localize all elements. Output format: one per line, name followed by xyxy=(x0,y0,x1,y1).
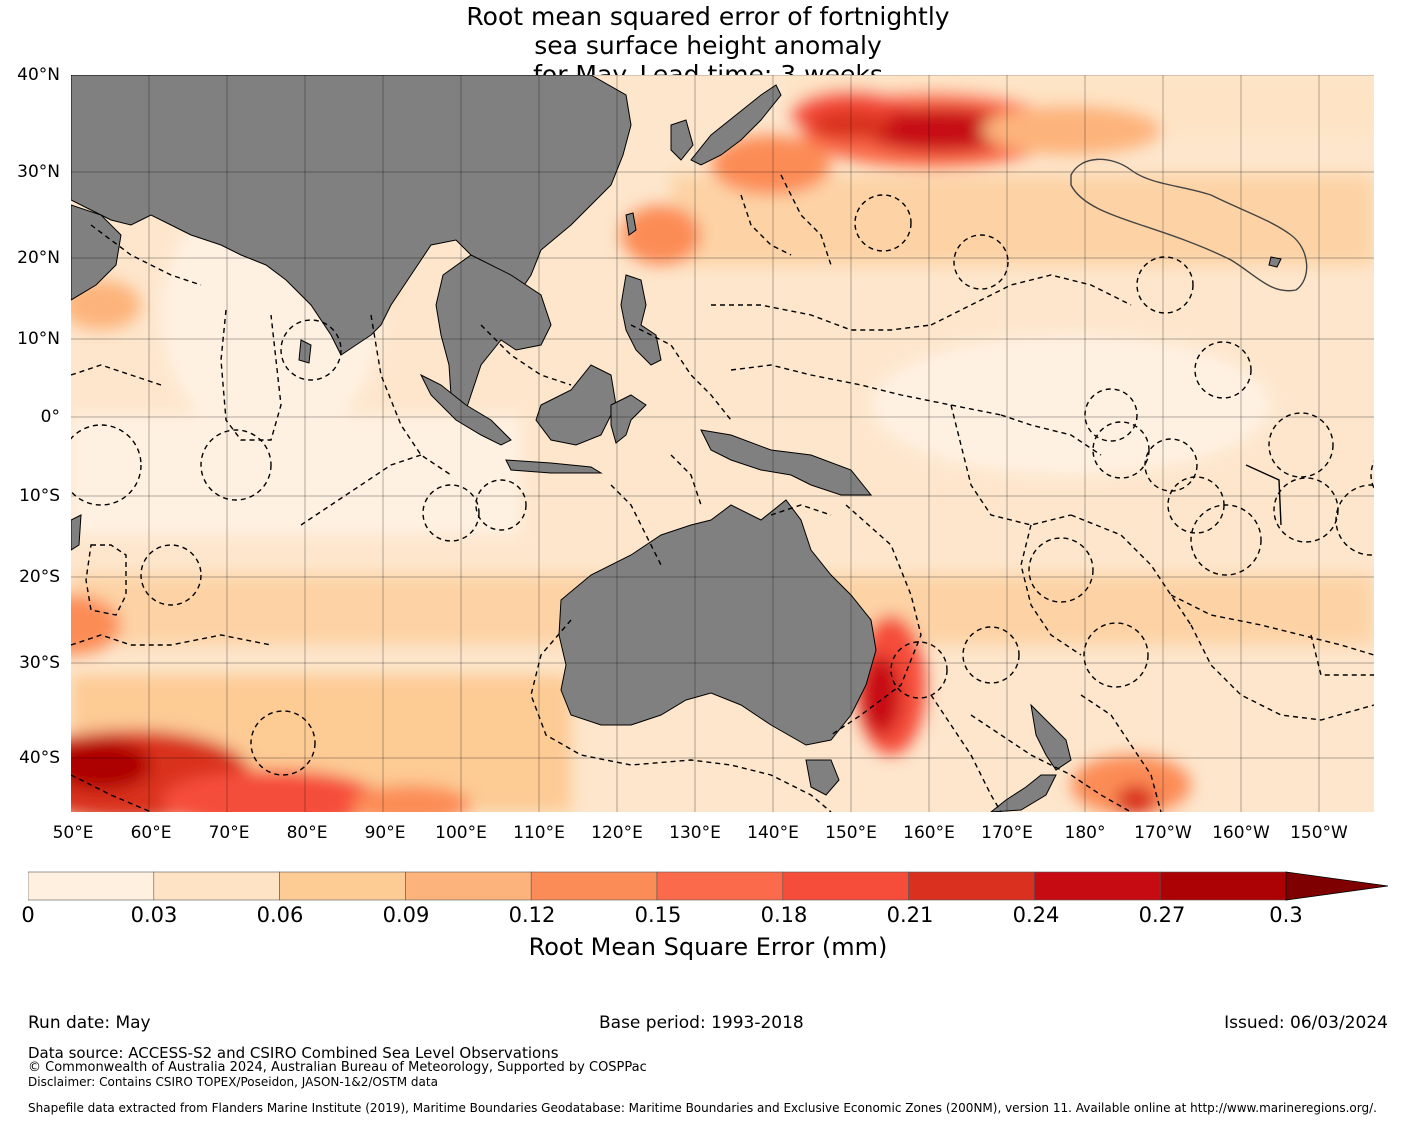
sulawesi xyxy=(610,394,647,444)
lon-label-170w: 170°W xyxy=(1134,823,1192,843)
lon-label-100e: 100°E xyxy=(435,823,487,843)
colorbar-swatch-8 xyxy=(1034,871,1161,901)
lon-label-80e: 80°E xyxy=(286,823,328,843)
philippines xyxy=(620,274,662,366)
run-date: Run date: May xyxy=(28,1013,151,1033)
colorbar-swatch-7 xyxy=(908,871,1035,901)
australia xyxy=(558,499,877,746)
rmse-map xyxy=(71,75,1374,812)
data-source: Data source: ACCESS-S2 and CSIRO Combine… xyxy=(28,1044,559,1062)
taiwan xyxy=(625,212,637,236)
colorbar-swatch-4 xyxy=(530,871,658,901)
japan xyxy=(690,84,782,166)
colorbar-swatch-0 xyxy=(28,871,155,901)
lat-label-40s: 40°S xyxy=(19,748,60,768)
colorbar-swatch-3 xyxy=(405,871,532,901)
colorbar-label: Root Mean Square Error (mm) xyxy=(528,933,888,961)
title-line-2: sea surface height anomaly xyxy=(534,31,882,60)
lon-label-130e: 130°E xyxy=(669,823,721,843)
sri-lanka xyxy=(298,339,312,364)
title-line-1: Root mean squared error of fortnightly xyxy=(466,2,950,31)
colorbar-swatch-5 xyxy=(656,871,784,901)
colorbar-tick-10: 0.3 xyxy=(1269,903,1303,927)
indochina xyxy=(435,254,552,411)
colorbar-tick-1: 0.03 xyxy=(130,903,178,927)
colorbar-swatch-6 xyxy=(782,871,909,901)
java xyxy=(505,459,603,474)
new-zealand-north xyxy=(1030,703,1072,771)
lat-label-20n: 20°N xyxy=(17,248,60,268)
colorbar-swatch-1 xyxy=(153,871,280,901)
lat-label-20s: 20°S xyxy=(19,567,60,587)
hawaii xyxy=(1268,256,1282,268)
colorbar-tick-0: 0 xyxy=(21,903,35,927)
disclaimer: Disclaimer: Contains CSIRO TOPEX/Poseido… xyxy=(28,1075,438,1089)
colorbar-tick-4: 0.12 xyxy=(508,903,556,927)
korea xyxy=(670,119,694,161)
colorbar-tick-9: 0.27 xyxy=(1138,903,1186,927)
lat-label-0: 0° xyxy=(40,407,60,427)
lon-label-90e: 90°E xyxy=(364,823,406,843)
asia-landmass xyxy=(71,75,632,356)
colorbar-swatches xyxy=(28,871,1287,901)
colorbar-tick-2: 0.06 xyxy=(256,903,304,927)
shapefile-credit: Shapefile data extracted from Flanders M… xyxy=(28,1101,1377,1115)
colorbar-swatch-9 xyxy=(1159,871,1287,901)
borneo xyxy=(535,364,617,446)
credits: © Commonwealth of Australia 2024, Austra… xyxy=(28,1060,647,1090)
lon-label-180: 180° xyxy=(1064,823,1106,843)
colorbar-extend-arrow xyxy=(1285,871,1389,901)
map-title: Root mean squared error of fortnightly s… xyxy=(358,2,1058,89)
lon-label-120e: 120°E xyxy=(591,823,643,843)
colorbar-tick-5: 0.15 xyxy=(634,903,682,927)
lon-label-140e: 140°E xyxy=(747,823,799,843)
lon-label-50e: 50°E xyxy=(52,823,94,843)
colorbar-tick-3: 0.09 xyxy=(382,903,430,927)
tasmania xyxy=(805,759,840,796)
colorbar-tick-7: 0.21 xyxy=(886,903,934,927)
lat-label-10s: 10°S xyxy=(19,486,60,506)
issued-date: Issued: 06/03/2024 xyxy=(1224,1013,1388,1033)
lat-label-10n: 10°N xyxy=(17,329,60,349)
lon-label-60e: 60°E xyxy=(130,823,172,843)
colorbar-swatch-2 xyxy=(279,871,406,901)
lon-label-150e: 150°E xyxy=(825,823,877,843)
colorbar xyxy=(28,871,1389,901)
sumatra xyxy=(419,373,512,446)
eez-boundaries xyxy=(71,174,1374,812)
lon-label-160e: 160°E xyxy=(903,823,955,843)
colorbar-tick-6: 0.18 xyxy=(760,903,808,927)
base-period: Base period: 1993-2018 xyxy=(599,1013,804,1033)
lon-label-150w: 150°W xyxy=(1290,823,1348,843)
lon-label-110e: 110°E xyxy=(513,823,565,843)
new-guinea xyxy=(700,429,873,496)
lat-label-30n: 30°N xyxy=(17,162,60,182)
copyright: © Commonwealth of Australia 2024, Austra… xyxy=(28,1060,647,1075)
colorbar-tick-8: 0.24 xyxy=(1012,903,1060,927)
graticule xyxy=(71,75,1374,812)
lon-label-170e: 170°E xyxy=(981,823,1033,843)
land xyxy=(71,75,1282,812)
lon-label-70e: 70°E xyxy=(208,823,250,843)
solid-boundaries xyxy=(1070,158,1308,526)
lat-label-40n: 40°N xyxy=(17,65,60,85)
lat-label-30s: 30°S xyxy=(19,653,60,673)
new-zealand-south xyxy=(990,774,1057,812)
lon-label-160w: 160°W xyxy=(1212,823,1270,843)
hawaii-eez xyxy=(1070,158,1308,292)
madagascar xyxy=(71,514,82,551)
arabia xyxy=(71,204,122,301)
